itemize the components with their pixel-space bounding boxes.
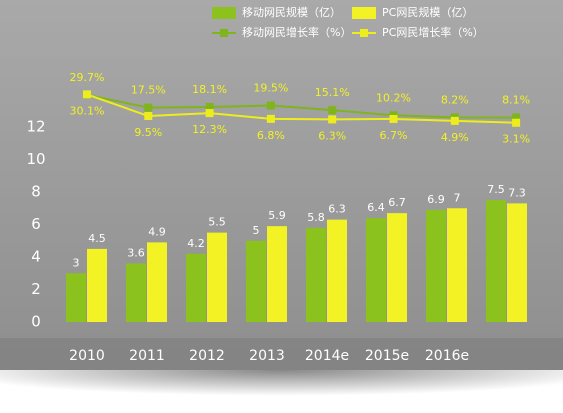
value-label: 3	[73, 256, 80, 269]
bar	[246, 240, 266, 322]
value-label: 6.9	[427, 193, 445, 206]
x-tick-label: 2010	[69, 348, 105, 364]
line-value-label: 12.3%	[192, 123, 227, 136]
bar	[207, 232, 227, 322]
value-label: 6.3	[328, 203, 346, 216]
line-marker	[144, 112, 153, 121]
line-marker	[144, 103, 153, 112]
line-value-label: 8.1%	[502, 93, 530, 106]
value-label: 5.5	[208, 216, 226, 229]
line-value-label: 29.7%	[70, 71, 105, 84]
line-value-label: 6.8%	[257, 129, 285, 142]
bar	[147, 242, 167, 322]
line	[86, 93, 517, 124]
line-marker	[328, 106, 337, 115]
bar	[267, 226, 287, 322]
value-label: 5	[253, 224, 260, 237]
line-marker	[389, 114, 398, 123]
x-tick-label: 2015e	[365, 348, 409, 364]
bar	[387, 213, 407, 322]
y-tick-label: 0	[31, 313, 41, 331]
x-tick-label: 2014e	[305, 348, 349, 364]
line-value-label: 15.1%	[315, 86, 350, 99]
base-band	[0, 338, 563, 370]
value-label: 6.7	[388, 196, 406, 209]
y-tick-label: 4	[31, 248, 41, 266]
value-label: 7.3	[508, 186, 526, 199]
line-marker	[512, 118, 521, 127]
y-tick-label: 8	[31, 183, 41, 201]
legend-marker	[360, 29, 368, 37]
line-marker	[83, 90, 91, 99]
x-tick-label: 2012	[189, 348, 225, 364]
line-value-label: 4.9%	[441, 131, 469, 144]
bar	[87, 248, 107, 322]
legend-label: PC网民增长率（%）	[382, 25, 484, 39]
line-marker	[512, 113, 521, 122]
bar	[447, 208, 467, 322]
line-marker	[266, 114, 275, 123]
line-value-label: 10.2%	[376, 91, 411, 104]
value-label: 3.6	[127, 247, 145, 260]
value-label: 5.9	[268, 209, 286, 222]
value-label: 5.8	[307, 211, 325, 224]
value-label: 6.4	[367, 201, 385, 214]
x-tick-label: 2013	[249, 348, 285, 364]
bar	[486, 200, 506, 322]
line-value-label: 19.5%	[253, 82, 288, 95]
line-value-label: 17.5%	[131, 84, 166, 97]
line-value-label: 9.5%	[134, 126, 162, 139]
legend-label: PC网民规模（亿）	[382, 5, 473, 19]
line-marker	[266, 101, 275, 110]
line-marker	[450, 116, 459, 125]
line-value-label: 6.7%	[380, 129, 408, 142]
value-label: 4.9	[148, 225, 166, 238]
line-value-label: 8.2%	[441, 93, 469, 106]
y-tick-label: 2	[31, 280, 41, 298]
bar	[306, 227, 326, 322]
y-tick-label: 6	[31, 215, 41, 233]
shadow	[0, 370, 563, 413]
line-value-label: 18.1%	[192, 83, 227, 96]
line-marker	[205, 109, 214, 118]
value-label: 4.2	[187, 237, 205, 250]
legend-label: 移动网民规模（亿）	[242, 5, 341, 19]
bar	[126, 263, 146, 322]
line-marker	[205, 102, 214, 111]
line-value-label: 3.1%	[502, 133, 530, 146]
legend-swatch	[212, 7, 236, 19]
line-value-label: 6.3%	[318, 129, 346, 142]
value-label: 4.5	[88, 232, 106, 245]
legend-label: 移动网民增长率（%）	[242, 25, 351, 39]
value-label: 7	[454, 191, 461, 204]
y-tick-label: 10	[26, 150, 45, 168]
bar	[426, 209, 446, 322]
line-value-label: 30.1%	[70, 104, 105, 117]
y-tick-label: 12	[26, 118, 45, 136]
bar	[66, 273, 86, 322]
bar	[186, 253, 206, 322]
bar	[366, 218, 386, 322]
bar	[507, 203, 527, 322]
value-label: 7.5	[487, 183, 505, 196]
line	[86, 93, 517, 119]
bar	[327, 219, 347, 322]
x-tick-label: 2011	[129, 348, 165, 364]
legend-marker	[220, 29, 228, 37]
legend-swatch	[352, 7, 376, 19]
x-tick-label: 2016e	[425, 348, 469, 364]
line-marker	[328, 115, 337, 124]
